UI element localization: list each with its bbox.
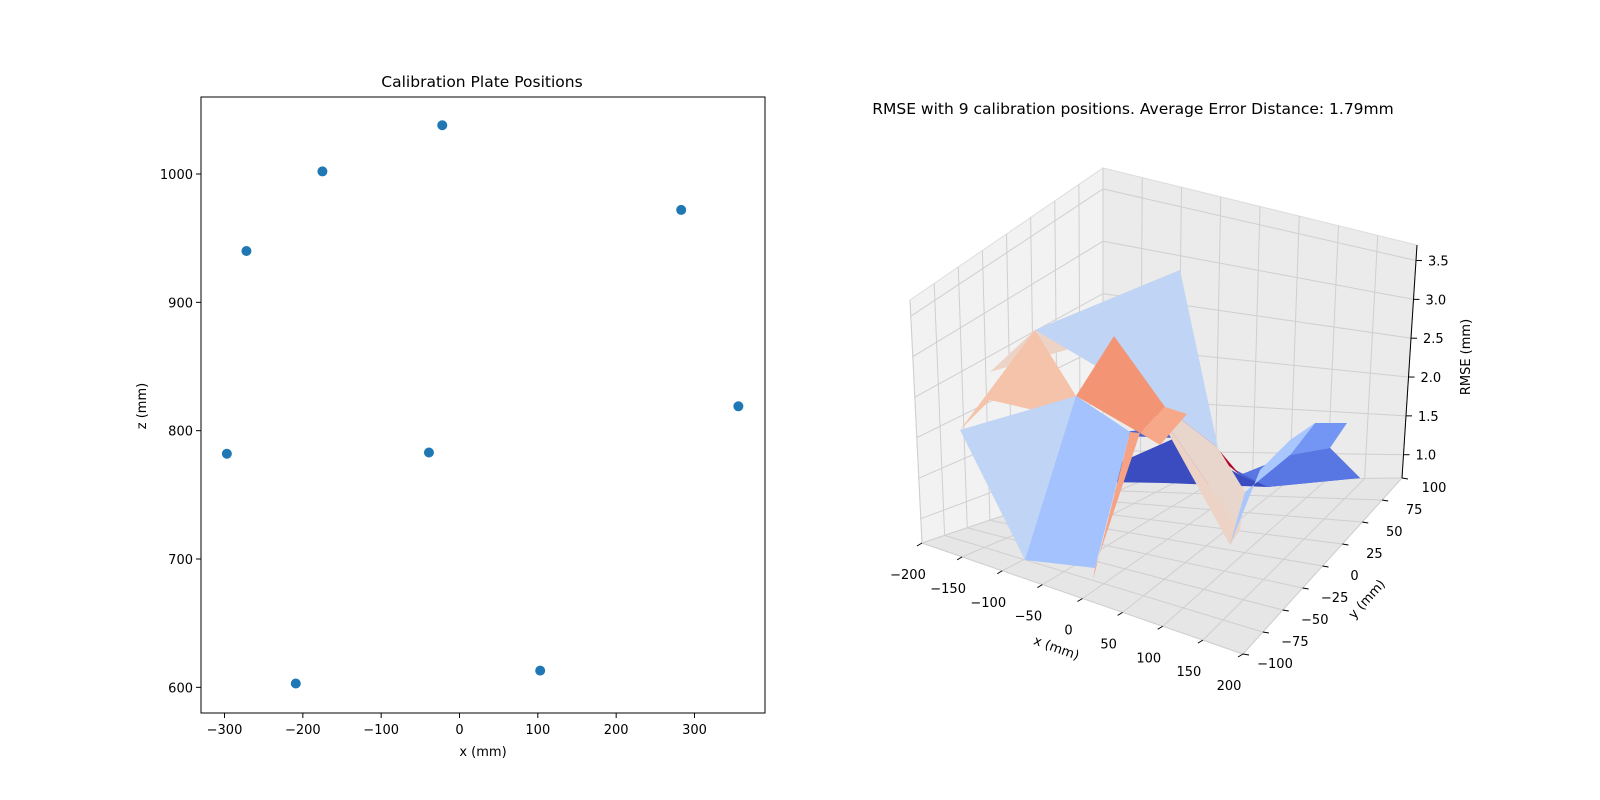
y-tick-label: −75 (1281, 635, 1308, 650)
scatter-title: Calibration Plate Positions (381, 73, 582, 91)
y-tick-label: 75 (1406, 503, 1423, 518)
y-tick-label: 0 (1350, 569, 1358, 584)
x-tick-label: −300 (207, 723, 243, 738)
surface-z-ticks: 1.0 1.5 2.0 2.5 3.0 3.5 (1401, 244, 1449, 479)
x-tick (1157, 625, 1164, 630)
z-tick-label: 3.0 (1426, 293, 1447, 308)
surface-patch (1093, 432, 1140, 580)
z-tick-label: 3.5 (1428, 255, 1449, 270)
scatter-y-label: z (mm) (135, 383, 150, 429)
x-tick (996, 570, 1003, 575)
y-tick-label: 1000 (160, 168, 193, 183)
scatter-point (676, 204, 687, 215)
x-tick-label: 100 (1136, 651, 1161, 666)
scatter-point (733, 401, 744, 412)
y-tick-label: 800 (168, 425, 193, 440)
x-tick-label: 0 (455, 723, 463, 738)
scatter-x-label: x (mm) (459, 745, 506, 760)
scatter-point (241, 246, 252, 256)
surface-x-label: x (mm) (1031, 634, 1081, 664)
x-tick-label: −100 (970, 596, 1006, 611)
y-tick-label: 100 (1422, 481, 1447, 496)
x-tick-label: −200 (285, 723, 321, 738)
y-tick (1282, 609, 1289, 612)
scatter-x-ticks: −300 −200 −100 0 100 200 300 (207, 713, 707, 738)
y-tick (1401, 477, 1409, 480)
x-tick-label: 300 (682, 723, 707, 738)
z-tick-label: 2.5 (1423, 332, 1444, 347)
scatter-point (317, 166, 328, 177)
y-tick (1322, 565, 1329, 568)
x-tick-label: −150 (930, 582, 966, 597)
y-tick (1262, 631, 1269, 634)
x-tick-label: 200 (1217, 679, 1242, 694)
x-tick-label: 150 (1176, 665, 1201, 680)
scatter-point (535, 665, 546, 676)
error-surface (960, 270, 1360, 580)
surface-patch (1076, 336, 1165, 433)
surface-patch (1290, 423, 1347, 455)
scatter-point (290, 678, 301, 689)
x-tick-label: 0 (1064, 624, 1072, 639)
x-tick (956, 556, 963, 561)
x-tick (1117, 611, 1123, 616)
y-tick (1362, 521, 1369, 524)
x-tick-label: 50 (1100, 637, 1117, 652)
x-tick-label: −100 (363, 723, 399, 738)
surface-patch (1240, 448, 1360, 487)
scatter-point (437, 120, 448, 131)
y-tick (1382, 499, 1389, 502)
y-tick-label: −25 (1321, 591, 1348, 606)
x-tick-label: 200 (604, 723, 629, 738)
scatter-points (221, 120, 744, 689)
x-tick (916, 542, 923, 547)
y-tick (1242, 653, 1250, 656)
scatter-plot-area (200, 96, 766, 714)
x-tick (1237, 653, 1244, 658)
z-tick-label: 2.0 (1421, 371, 1442, 386)
scatter-y-ticks: 600 700 800 900 1000 (160, 168, 201, 696)
y-tick-label: 600 (168, 681, 193, 696)
y-tick (1342, 543, 1349, 546)
x-tick (1077, 598, 1083, 602)
x-tick-label: −200 (890, 568, 926, 583)
z-tick-label: 1.5 (1418, 410, 1439, 425)
surface-patch (1025, 396, 1130, 568)
surface-x-ticks: −200 −150 −100 −50 0 50 100 150 200 (890, 542, 1244, 694)
y-tick-label: 900 (168, 296, 193, 311)
x-tick (1037, 584, 1043, 589)
surface-patch (1150, 400, 1240, 545)
y-tick-label: 700 (168, 553, 193, 568)
z-tick-label: 1.0 (1416, 449, 1437, 464)
scatter-point (221, 448, 232, 459)
y-tick-label: −50 (1301, 613, 1328, 628)
scatter-chart: Calibration Plate Positions −300 −200 −100… (135, 73, 766, 760)
scatter-point (423, 447, 434, 458)
x-tick-label: −50 (1015, 610, 1042, 625)
surface-patch (1150, 400, 1245, 530)
surface-z-label: RMSE (mm) (1459, 319, 1474, 395)
x-tick (1197, 639, 1204, 644)
y-tick-label: −100 (1257, 657, 1293, 672)
surface-title: RMSE with 9 calibration positions. Avera… (872, 100, 1394, 118)
surface-chart: RMSE with 9 calibration positions. Avera… (872, 100, 1474, 694)
surface-patch (1140, 407, 1187, 445)
y-tick-label: 50 (1386, 525, 1403, 540)
y-tick-label: 25 (1366, 547, 1383, 562)
x-tick-label: 100 (525, 723, 550, 738)
y-tick (1302, 587, 1309, 590)
